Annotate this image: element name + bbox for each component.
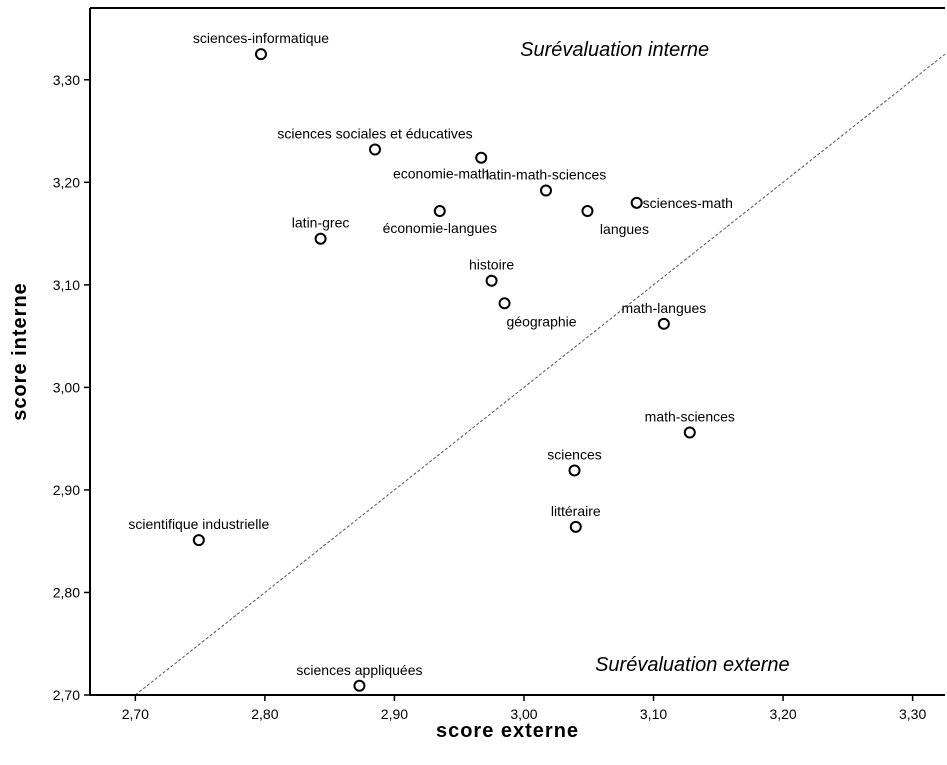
data-point — [353, 679, 366, 692]
x-tick-label: 2,80 — [251, 706, 278, 722]
x-tick-label: 3,20 — [769, 706, 796, 722]
point-label: sciences appliquées — [296, 662, 422, 678]
y-tick-label: 2,70 — [53, 687, 80, 703]
point-label: math-sciences — [645, 409, 735, 425]
point-label: latin-math-sciences — [486, 167, 607, 183]
point-label: littéraire — [551, 503, 601, 519]
data-point — [568, 464, 581, 477]
y-tick-label: 3,10 — [53, 277, 80, 293]
data-point — [683, 426, 696, 439]
x-tick-label: 2,90 — [381, 706, 408, 722]
annotation-label: Surévaluation externe — [595, 654, 790, 676]
data-point — [569, 520, 582, 533]
point-label: sciences sociales et éducatives — [277, 126, 472, 142]
data-point — [255, 48, 267, 61]
x-tick-label: 3,00 — [510, 706, 537, 722]
y-tick-label: 3,20 — [53, 174, 80, 190]
data-point — [485, 274, 498, 287]
point-label: latin-grec — [292, 215, 350, 231]
y-axis-title: score interne — [9, 282, 31, 421]
y-tick-label: 3,30 — [53, 72, 80, 88]
data-point — [540, 184, 552, 197]
y-tick-label: 3,00 — [53, 379, 80, 395]
y-tick-label: 2,80 — [53, 584, 80, 600]
point-label: sciences-informatique — [193, 30, 329, 46]
point-label: economie-math — [393, 166, 490, 182]
data-point — [630, 196, 643, 209]
point-label: sciences-math — [643, 195, 733, 211]
annotation-label: Surévaluation interne — [520, 39, 709, 61]
data-point — [581, 205, 594, 218]
point-label: math-langues — [621, 300, 706, 316]
point-label: scientifique industrielle — [128, 516, 269, 532]
point-label: langues — [600, 221, 649, 237]
data-point — [498, 297, 511, 310]
x-axis-title: score externe — [436, 720, 579, 742]
data-point — [475, 151, 488, 164]
data-point — [314, 232, 327, 245]
x-tick-label: 3,10 — [640, 706, 667, 722]
point-label: géographie — [507, 313, 577, 329]
point-label: histoire — [469, 257, 514, 273]
point-label: économie-langues — [383, 220, 497, 236]
data-point — [369, 143, 381, 156]
x-tick-label: 2,70 — [122, 706, 149, 722]
x-tick-label: 3,30 — [899, 706, 926, 722]
data-point — [433, 205, 446, 218]
point-label: sciences — [547, 446, 601, 462]
y-tick-label: 2,90 — [53, 482, 80, 498]
data-point — [192, 534, 205, 547]
reference-line-diagonal — [135, 53, 946, 696]
data-point — [657, 317, 670, 330]
